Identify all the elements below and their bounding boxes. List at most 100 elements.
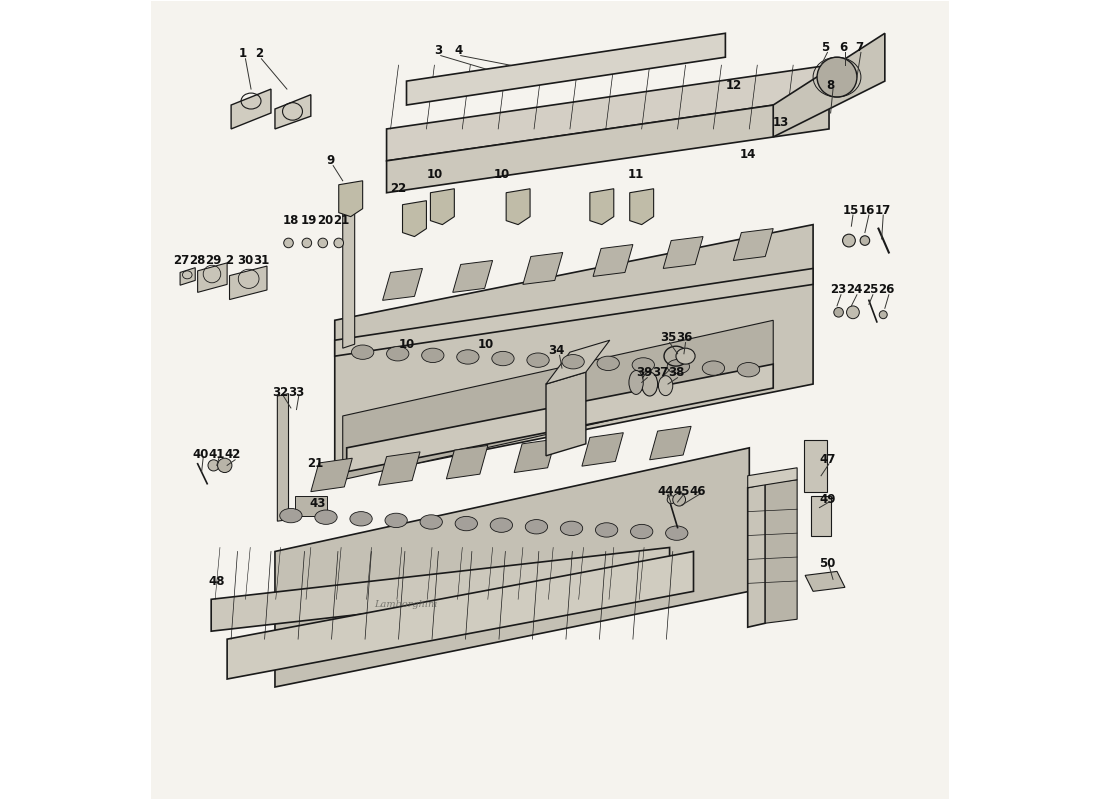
Circle shape [334, 238, 343, 248]
Polygon shape [346, 364, 773, 472]
Text: 30: 30 [238, 254, 254, 267]
Text: 18: 18 [283, 214, 299, 227]
Ellipse shape [666, 526, 688, 540]
Ellipse shape [597, 356, 619, 370]
Text: 44: 44 [658, 485, 674, 498]
Polygon shape [590, 189, 614, 225]
Text: 19: 19 [301, 214, 318, 227]
Text: 2: 2 [226, 254, 233, 267]
Circle shape [834, 307, 844, 317]
Ellipse shape [491, 518, 513, 532]
Polygon shape [334, 269, 813, 356]
Text: 3: 3 [434, 44, 442, 58]
Text: 28: 28 [189, 254, 206, 267]
Text: 47: 47 [820, 454, 836, 466]
Polygon shape [522, 253, 563, 285]
Ellipse shape [668, 359, 690, 374]
Ellipse shape [350, 512, 372, 526]
Text: 41: 41 [209, 448, 224, 461]
Polygon shape [546, 340, 609, 384]
Text: 38: 38 [668, 366, 684, 378]
Polygon shape [430, 189, 454, 225]
Text: 45: 45 [673, 485, 690, 498]
Text: 40: 40 [192, 448, 209, 461]
Polygon shape [748, 484, 766, 627]
Bar [295, 496, 327, 515]
Ellipse shape [527, 353, 549, 367]
Polygon shape [805, 571, 845, 591]
Bar [812, 496, 832, 535]
Ellipse shape [595, 522, 618, 537]
Ellipse shape [492, 351, 514, 366]
Polygon shape [506, 189, 530, 225]
Text: 20: 20 [317, 214, 333, 227]
Polygon shape [386, 65, 829, 161]
Polygon shape [386, 97, 829, 193]
Text: 50: 50 [820, 557, 836, 570]
Polygon shape [275, 94, 311, 129]
Text: 32: 32 [273, 386, 288, 398]
Ellipse shape [630, 524, 652, 538]
Circle shape [847, 306, 859, 318]
Circle shape [284, 238, 294, 248]
Text: 25: 25 [862, 283, 879, 297]
Text: 5: 5 [821, 41, 829, 54]
Polygon shape [650, 426, 691, 460]
Text: 46: 46 [690, 485, 706, 498]
Ellipse shape [385, 514, 407, 527]
Text: 2: 2 [255, 46, 263, 60]
Text: 21: 21 [307, 458, 323, 470]
Text: 31: 31 [253, 254, 270, 267]
Polygon shape [334, 225, 813, 480]
Text: 29: 29 [206, 254, 222, 267]
Circle shape [860, 236, 870, 246]
Ellipse shape [632, 358, 654, 372]
Ellipse shape [702, 361, 725, 375]
Ellipse shape [420, 515, 442, 529]
Text: 24: 24 [846, 283, 862, 297]
Ellipse shape [562, 354, 584, 369]
Text: 23: 23 [830, 283, 847, 297]
Text: 21: 21 [333, 214, 350, 227]
Polygon shape [211, 547, 670, 631]
Polygon shape [403, 201, 427, 237]
Text: 11: 11 [628, 168, 645, 181]
Text: 35: 35 [660, 331, 676, 344]
Text: 34: 34 [548, 344, 564, 357]
Text: 10: 10 [398, 338, 415, 350]
Bar [803, 440, 827, 492]
Circle shape [817, 57, 857, 97]
Text: 9: 9 [327, 154, 334, 167]
Text: Lamborghini: Lamborghini [375, 600, 438, 610]
Circle shape [302, 238, 311, 248]
Polygon shape [383, 269, 422, 300]
Polygon shape [514, 439, 556, 473]
Circle shape [668, 496, 675, 504]
Polygon shape [407, 34, 725, 105]
Polygon shape [343, 197, 354, 348]
Ellipse shape [455, 516, 477, 530]
Circle shape [843, 234, 856, 247]
Polygon shape [734, 229, 773, 261]
Text: 49: 49 [820, 493, 836, 506]
Polygon shape [227, 551, 693, 679]
Circle shape [879, 310, 888, 318]
Polygon shape [343, 320, 773, 480]
Text: 15: 15 [844, 204, 859, 217]
Text: 1: 1 [239, 46, 248, 60]
Text: 22: 22 [390, 182, 407, 195]
Ellipse shape [421, 348, 444, 362]
Polygon shape [230, 266, 267, 299]
Text: 10: 10 [478, 338, 494, 350]
Polygon shape [663, 237, 703, 269]
Ellipse shape [386, 346, 409, 361]
Text: 16: 16 [859, 204, 876, 217]
Text: 36: 36 [675, 331, 692, 344]
Polygon shape [275, 448, 749, 687]
Polygon shape [378, 452, 420, 486]
Polygon shape [748, 468, 797, 488]
Polygon shape [198, 263, 227, 292]
Text: 43: 43 [309, 497, 326, 510]
Ellipse shape [659, 376, 673, 396]
Text: 37: 37 [652, 366, 668, 378]
